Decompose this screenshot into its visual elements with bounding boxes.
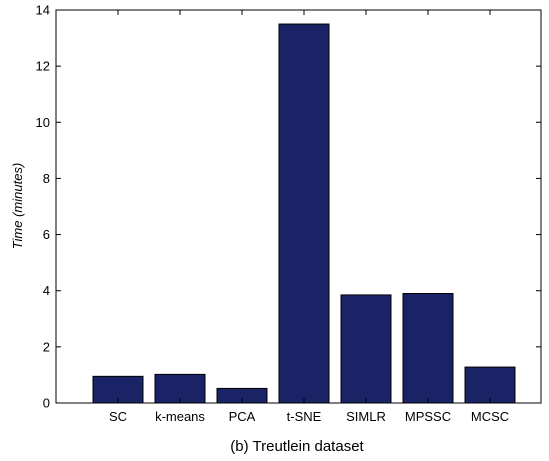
- y-tick-label: 0: [43, 396, 50, 411]
- y-tick-label: 4: [43, 283, 50, 298]
- bar-simlr: [340, 294, 392, 404]
- y-axis-ticks: 0 2 4 6 8 10 12 14: [36, 3, 541, 411]
- y-tick-label: 6: [43, 227, 50, 242]
- y-tick-label: 2: [43, 339, 50, 354]
- bar-mpssc: [402, 293, 454, 404]
- y-axis-label: Time (minutes): [10, 163, 25, 250]
- y-tick-label: 8: [43, 171, 50, 186]
- bar-t-sne: [278, 23, 330, 404]
- y-tick-label: 14: [36, 3, 50, 18]
- chart-caption: (b) Treutlein dataset: [230, 438, 364, 455]
- x-tick-label: SC: [109, 409, 127, 424]
- bar-mcsc: [464, 366, 516, 404]
- x-tick-label: MCSC: [471, 409, 509, 424]
- x-axis-ticks: SC k-means PCA t-SNE SIMLR MPSSC MCSC: [109, 10, 509, 424]
- x-tick-label: PCA: [229, 409, 256, 424]
- x-tick-label: SIMLR: [346, 409, 386, 424]
- bars: [92, 23, 516, 404]
- x-tick-label: t-SNE: [287, 409, 322, 424]
- y-tick-label: 10: [36, 115, 50, 130]
- y-tick-label: 12: [36, 59, 50, 74]
- x-tick-label: k-means: [155, 409, 205, 424]
- x-tick-label: MPSSC: [405, 409, 451, 424]
